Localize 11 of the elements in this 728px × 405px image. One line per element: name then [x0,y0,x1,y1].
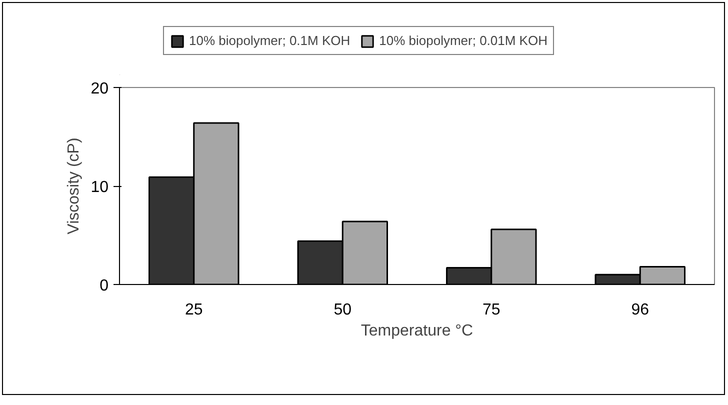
legend-label: 10% biopolymer; 0.01M KOH [379,33,548,48]
x-tick-label: 25 [184,302,203,318]
x-tick-label: 75 [482,302,500,318]
y-axis-title: Viscosity (cP) [66,138,83,234]
x-tick-label: 96 [631,302,650,318]
y-tick-label: 20 [90,80,109,98]
y-tick-label: 0 [100,278,109,294]
y-tick-label: 10 [90,179,109,196]
x-axis-title: Temperature °C [360,322,474,340]
x-tick-label: 50 [334,302,352,318]
legend-label: 10% biopolymer; 0.1M KOH [189,33,350,48]
